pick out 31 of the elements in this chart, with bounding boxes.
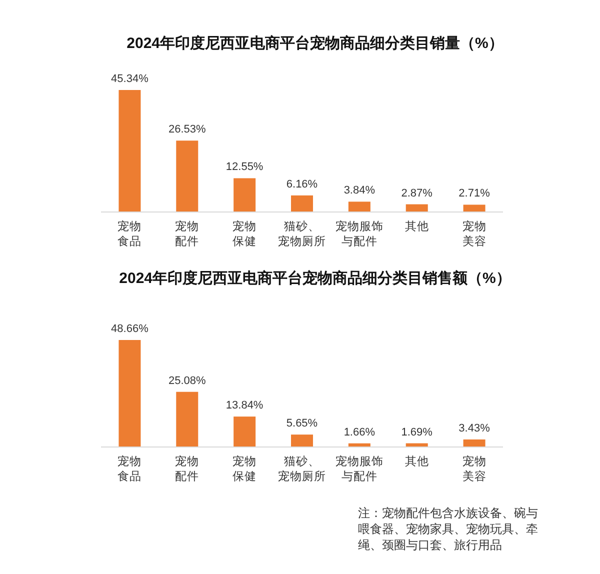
x-tick-label: 猫砂、宠物厕所: [278, 455, 326, 483]
data-label: 1.66%: [344, 426, 376, 438]
data-label: 2.71%: [458, 188, 490, 200]
x-tick-label: 宠物保健: [232, 454, 257, 483]
chart-title: 2024年印度尼西亚电商平台宠物商品细分类目销售额（%）: [119, 269, 511, 287]
data-label: 1.69%: [401, 426, 433, 438]
data-label: 13.84%: [226, 400, 264, 412]
data-label: 5.65%: [286, 418, 318, 430]
data-label: 12.55%: [226, 161, 264, 174]
data-label: 48.66%: [111, 323, 149, 335]
x-tick-label: 宠物服饰与配件: [335, 219, 384, 248]
x-tick-label: 宠物美容: [462, 219, 486, 248]
data-label: 25.08%: [168, 374, 206, 387]
x-tick-label: 其他: [404, 220, 429, 233]
x-tick-label: 宠物服饰与配件: [335, 454, 384, 483]
data-label: 2.87%: [401, 187, 433, 200]
x-tick-label: 宠物食品: [118, 219, 142, 248]
x-tick-label: 猫砂、宠物厕所: [278, 220, 326, 248]
data-label: 26.53%: [168, 124, 206, 136]
x-tick-label: 宠物食品: [118, 454, 142, 483]
x-tick-label: 宠物配件: [175, 454, 200, 483]
data-label: 3.43%: [458, 422, 490, 434]
x-tick-label: 其他: [404, 455, 429, 468]
data-label: 3.84%: [344, 184, 376, 197]
text: 注：宠物配件包含水族设备、碗与喂食器、宠物家具、宠物玩具、牵绳、颈圈与口套、旅行用品: [358, 505, 539, 553]
data-label: 45.34%: [111, 73, 149, 85]
chart-title: 2024年印度尼西亚电商平台宠物商品细分类目销量（%）: [126, 34, 504, 52]
data-label: 6.16%: [286, 178, 318, 190]
x-tick-label: 宠物美容: [462, 454, 486, 483]
x-tick-label: 宠物保健: [232, 219, 257, 248]
x-tick-label: 宠物配件: [175, 219, 200, 248]
